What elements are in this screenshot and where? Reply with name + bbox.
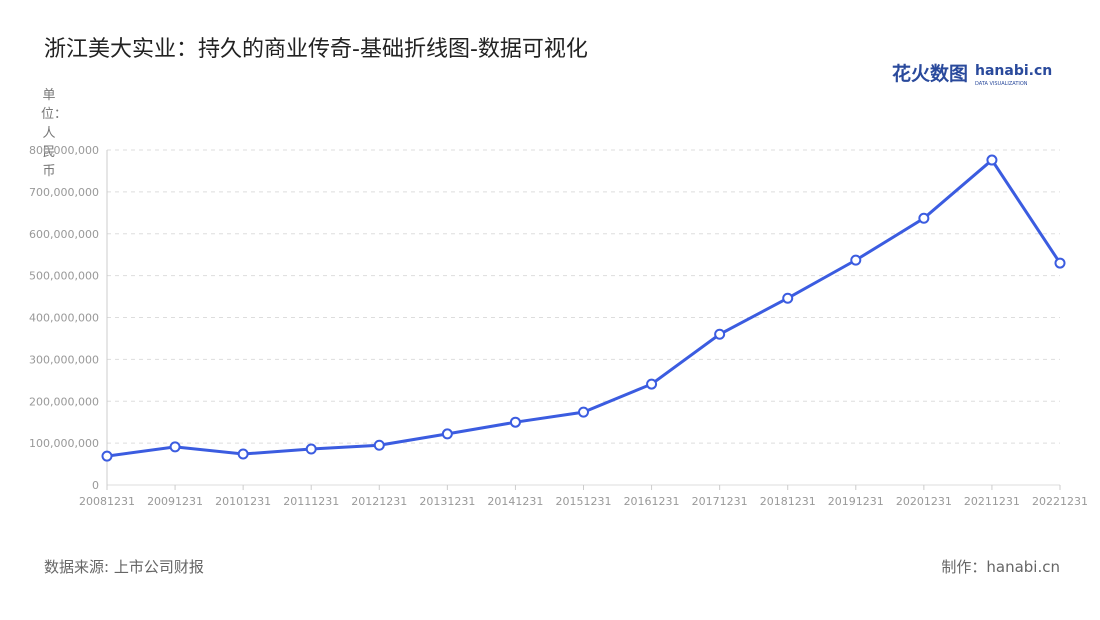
x-tick-label: 20211231 [964, 495, 1020, 508]
logo-tagline: DATA VISUALIZATION [975, 81, 1028, 87]
point [373, 439, 385, 451]
source: 数据来源: 上市公司财报 [44, 558, 204, 576]
y-tick-label: 300,000,000 [29, 353, 99, 366]
point [850, 254, 862, 266]
y-tick-label: 200,000,000 [29, 395, 99, 408]
x-tick-label: 20171231 [692, 495, 748, 508]
x-tick-label: 20191231 [828, 495, 884, 508]
logo-main: 花火数图 [892, 62, 968, 85]
x-tick-label: 20151231 [556, 495, 612, 508]
x-tick-label: 20141231 [487, 495, 543, 508]
y-tick-label: 0 [92, 479, 99, 492]
x-tick-label: 20121231 [351, 495, 407, 508]
x-tick-label: 20161231 [624, 495, 680, 508]
x-tick-label: 20101231 [215, 495, 271, 508]
x-tick-label: 20181231 [760, 495, 816, 508]
x-tick-label: 20111231 [283, 495, 339, 508]
point [578, 406, 589, 418]
point [441, 428, 453, 440]
credit: 制作：hanabi.cn [941, 558, 1060, 576]
x-tick-label: 20201231 [896, 495, 952, 508]
point [101, 450, 113, 462]
point [305, 443, 317, 455]
y-tick-label: 100,000,000 [29, 437, 99, 450]
x-tick-label: 20221231 [1032, 495, 1088, 508]
y-tick-label: 800,000,000 [29, 144, 99, 157]
point [986, 154, 998, 166]
y-tick-label: 700,000,000 [29, 186, 99, 199]
point [918, 212, 930, 224]
point [782, 292, 794, 304]
x-tick-label: 20131231 [419, 495, 475, 508]
chart-title: 浙江美大实业：持久的商业传奇-基础折线图-数据可视化 [44, 37, 588, 62]
logo-brand: hanabi.cn [975, 63, 1052, 79]
point [509, 416, 521, 428]
point [714, 328, 726, 340]
point [1054, 257, 1066, 269]
x-tick-label: 20081231 [79, 495, 135, 508]
x-tick-label: 20091231 [147, 495, 203, 508]
point [169, 441, 181, 453]
y-tick-label: 400,000,000 [29, 312, 99, 325]
y-tick-label: 500,000,000 [29, 270, 99, 283]
point [237, 448, 249, 460]
point [646, 378, 658, 390]
y-tick-label: 600,000,000 [29, 228, 99, 241]
